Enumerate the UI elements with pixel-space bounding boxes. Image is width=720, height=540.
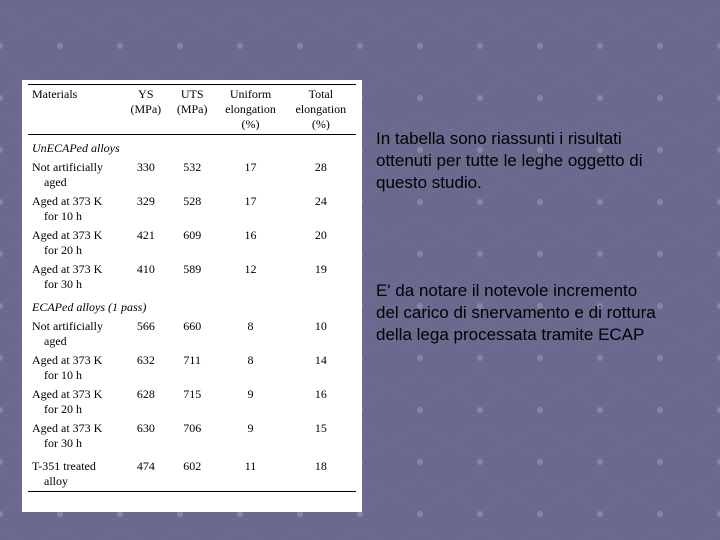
table-row: Not artificiallyaged3305321728 [28, 158, 356, 192]
table-row: T-351 treatedalloy4746021118 [28, 453, 356, 492]
col-uniform-elong: Uniform elongation (%) [215, 85, 285, 135]
table-row: Aged at 373 Kfor 20 h628715916 [28, 385, 356, 419]
table-row: Aged at 373 Kfor 10 h632711814 [28, 351, 356, 385]
table-header-row: Materials YS (MPa) UTS (MPa) Uniform elo… [28, 85, 356, 135]
col-materials: Materials [28, 85, 123, 135]
results-table: Materials YS (MPa) UTS (MPa) Uniform elo… [28, 84, 356, 492]
col-ys: YS (MPa) [123, 85, 169, 135]
paragraph-1: In tabella sono riassunti i risultati ot… [376, 128, 656, 194]
table-row: Aged at 373 Kfor 20 h4216091620 [28, 226, 356, 260]
table-row: Aged at 373 Kfor 30 h4105891219 [28, 260, 356, 294]
section-title-row: ECAPed alloys (1 pass) [28, 294, 356, 317]
table-row: Not artificiallyaged566660810 [28, 317, 356, 351]
data-table-container: Materials YS (MPa) UTS (MPa) Uniform elo… [22, 80, 362, 512]
section-title-row: UnECAPed alloys [28, 135, 356, 159]
table-row: Aged at 373 Kfor 10 h3295281724 [28, 192, 356, 226]
paragraph-2: E' da notare il notevole incremento del … [376, 280, 656, 346]
table-row: Aged at 373 Kfor 30 h630706915 [28, 419, 356, 453]
col-total-elong: Total elongation (%) [286, 85, 356, 135]
col-uts: UTS (MPa) [169, 85, 215, 135]
